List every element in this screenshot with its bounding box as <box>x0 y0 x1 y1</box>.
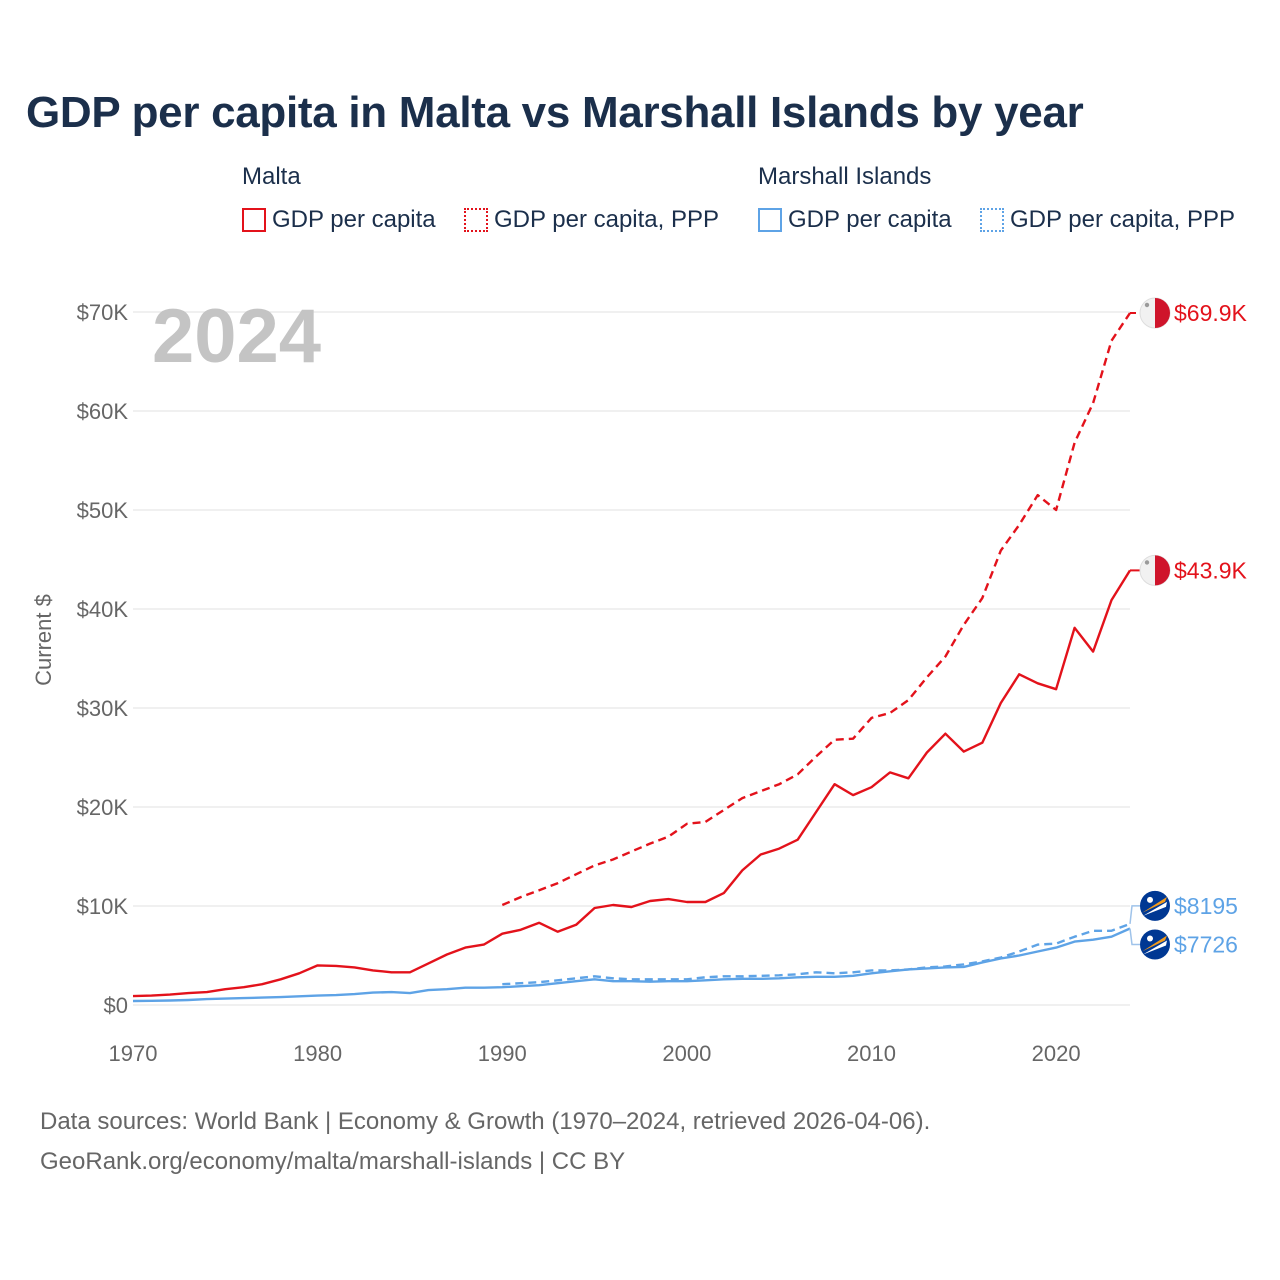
x-tick-label: 1980 <box>293 1041 342 1066</box>
legend-item-malta-ppp[interactable]: GDP per capita, PPP <box>464 206 719 234</box>
malta-flag-icon <box>1139 554 1171 586</box>
legend-label: GDP per capita <box>272 206 436 233</box>
legend-title-marshall: Marshall Islands <box>758 163 932 190</box>
end-label-malta-ppp: $69.9K <box>1174 300 1248 326</box>
series-line <box>502 922 1131 986</box>
legend-swatch-dotted-icon <box>980 208 1004 232</box>
flag-orange-ray <box>1142 935 1167 952</box>
end-connector <box>1129 905 1140 924</box>
marshall-islands-flag-icon <box>1140 929 1170 960</box>
y-axis-label: Current $ <box>31 594 56 686</box>
year-watermark: 2024 <box>152 294 321 379</box>
flag-cross <box>1144 560 1150 565</box>
flag-red-half <box>1155 297 1171 328</box>
footer-sources: Data sources: World Bank | Economy & Gro… <box>40 1108 931 1135</box>
y-tick-label: $40K <box>77 597 129 622</box>
series-line <box>132 927 1131 1003</box>
flag-star <box>1147 896 1153 903</box>
legend-item-marshall-nominal[interactable]: GDP per capita <box>758 206 952 234</box>
legend-label: GDP per capita, PPP <box>1010 206 1235 233</box>
x-tick-label: 1970 <box>109 1041 158 1066</box>
y-tick-label: $70K <box>77 300 129 325</box>
malta-flag-icon <box>1139 297 1171 329</box>
flag-cross <box>1144 302 1150 308</box>
end-label-marshall-nominal: $7726 <box>1174 932 1238 958</box>
flag-white-ray <box>1143 940 1167 955</box>
marshall-islands-flag-icon <box>1140 890 1170 921</box>
legend-swatch-solid-icon <box>758 208 782 232</box>
flag-white-ray <box>1143 901 1167 916</box>
x-tick-label: 2000 <box>662 1041 711 1066</box>
y-tick-label: $20K <box>77 795 129 820</box>
flag-red-half <box>1155 555 1171 586</box>
chart-title: GDP per capita in Malta vs Marshall Isla… <box>26 88 1084 137</box>
footer-link[interactable]: GeoRank.org/economy/malta/marshall-islan… <box>40 1148 626 1175</box>
x-tick-label: 2010 <box>847 1041 896 1066</box>
end-label-marshall-ppp: $8195 <box>1174 893 1238 919</box>
y-tick-label: $60K <box>77 399 129 424</box>
legend-swatch-solid-icon <box>242 208 266 232</box>
y-tick-label: $50K <box>77 498 129 523</box>
end-label-malta-nominal: $43.9K <box>1174 557 1248 583</box>
x-tick-label: 1990 <box>478 1041 527 1066</box>
legend-swatch-dotted-icon <box>464 208 488 232</box>
flag-star <box>1147 935 1153 942</box>
flag-orange-ray <box>1142 896 1167 913</box>
legend-label: GDP per capita <box>788 206 952 233</box>
legend-item-marshall-ppp[interactable]: GDP per capita, PPP <box>980 206 1235 234</box>
x-tick-label: 2020 <box>1032 1041 1081 1066</box>
legend-label: GDP per capita, PPP <box>494 206 719 233</box>
end-connector <box>1129 928 1140 946</box>
y-tick-label: $30K <box>77 696 129 721</box>
y-tick-label: $10K <box>77 894 129 919</box>
series-line <box>132 569 1132 998</box>
y-tick-label: $0 <box>104 993 128 1018</box>
legend-item-malta-nominal[interactable]: GDP per capita <box>242 206 436 234</box>
legend-title-malta: Malta <box>242 163 301 190</box>
